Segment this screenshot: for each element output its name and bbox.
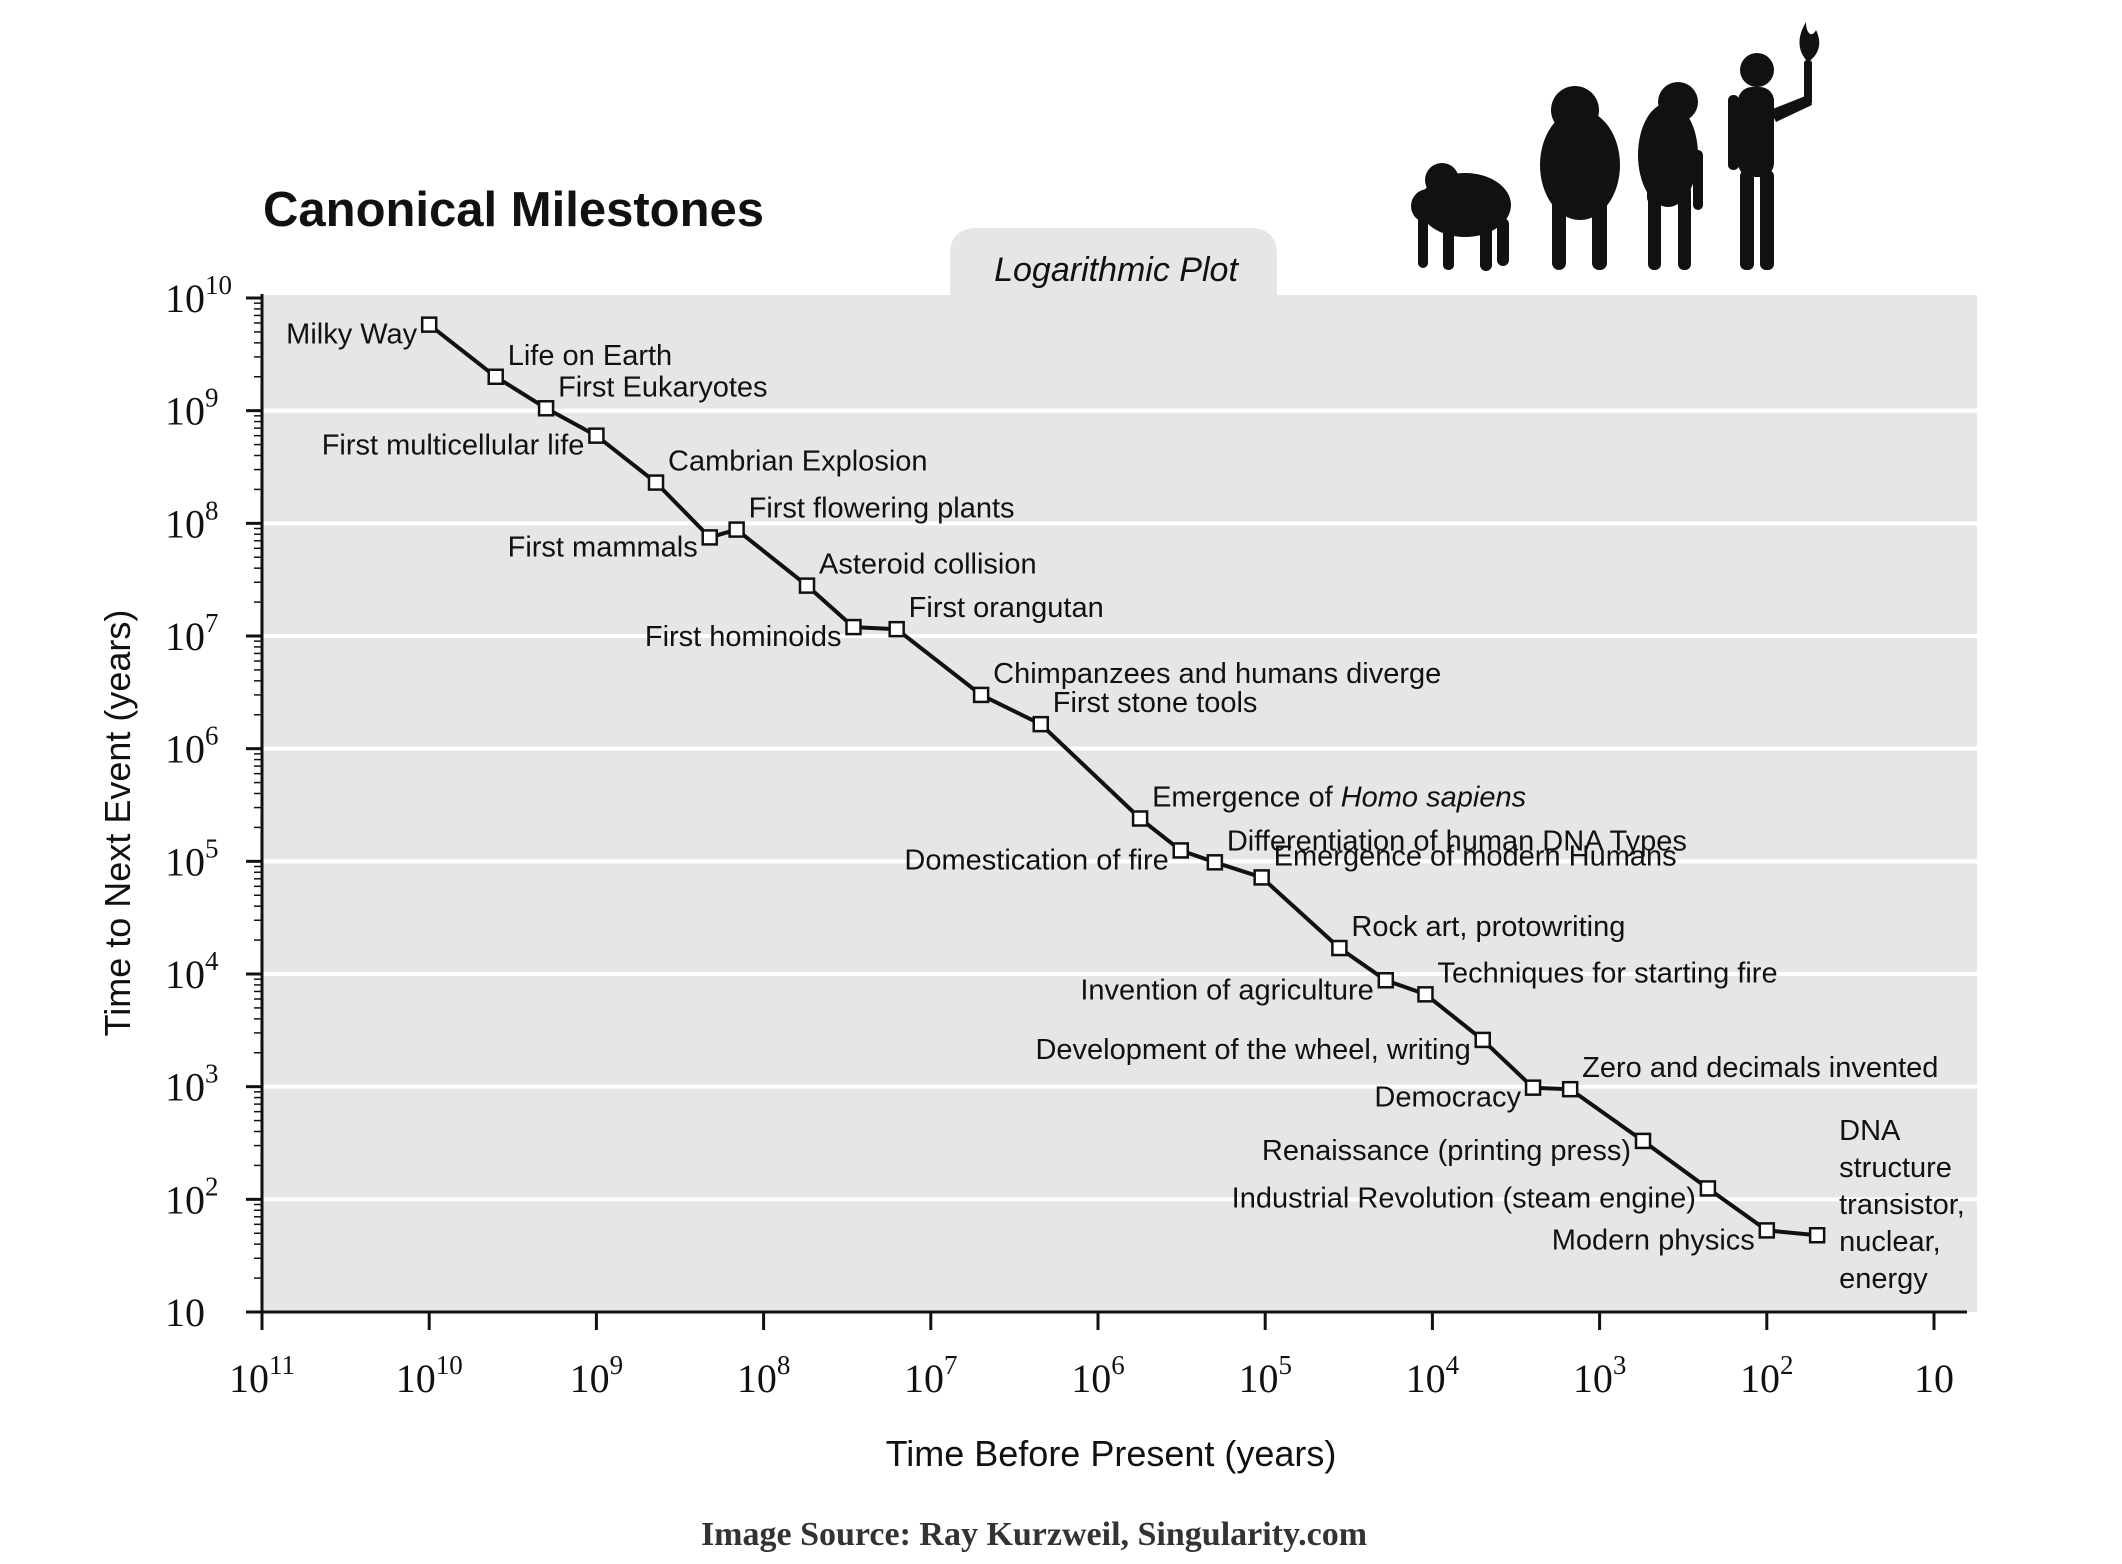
- milestone-label: Renaissance (printing press): [1262, 1135, 1631, 1167]
- milestone-label: Zero and decimals invented: [1582, 1052, 1938, 1084]
- milestone-label: Democracy: [1374, 1082, 1521, 1114]
- milestone-marker: [701, 529, 718, 546]
- milestone-marker: [798, 577, 816, 594]
- milestone-label: Emergence of Homo sapiens: [1152, 781, 1526, 813]
- plot-area: [262, 295, 1977, 1312]
- milestone-label: Chimpanzees and humans diverge: [993, 658, 1441, 690]
- y-tick-label: 104: [165, 946, 219, 997]
- y-tick-label: 109: [165, 383, 219, 434]
- milestone-marker: [1331, 939, 1348, 957]
- early-human-silhouette-icon: [1638, 82, 1703, 270]
- y-tick-label: 102: [165, 1171, 219, 1222]
- milestone-label: Industrial Revolution (steam engine): [1232, 1182, 1696, 1214]
- milestone-label: Development of the wheel, writing: [1035, 1034, 1470, 1066]
- x-tick-label: 109: [570, 1350, 624, 1401]
- milestone-label: DNA structure transistor, nuclear, energy: [1839, 1115, 1965, 1295]
- y-tick-label: 107: [165, 608, 219, 659]
- milestone-marker: [1634, 1132, 1652, 1150]
- ape-silhouette-icon: [1540, 86, 1620, 270]
- milestone-marker: [1524, 1079, 1542, 1096]
- x-tick-label: 105: [1238, 1350, 1292, 1401]
- milestone-marker: [1131, 810, 1149, 827]
- milestone-marker: [728, 521, 745, 538]
- milestone-label: First flowering plants: [749, 493, 1015, 525]
- x-tick-label: 1011: [229, 1350, 295, 1401]
- milestone-label: First orangutan: [909, 592, 1104, 624]
- milestone-label: First Eukaryotes: [558, 371, 768, 403]
- milestone-label: Emergence of modern Humans: [1274, 840, 1677, 872]
- milestone-marker: [1699, 1180, 1717, 1197]
- milestone-marker: [845, 618, 862, 636]
- milestone-marker: [1253, 869, 1270, 886]
- y-tick-label: 105: [165, 833, 219, 884]
- milestone-label: Asteroid collision: [819, 549, 1037, 581]
- subtitle-tab: [950, 228, 1277, 295]
- modern-human-silhouette-icon: [1728, 22, 1820, 270]
- x-axis-title: Time Before Present (years): [886, 1433, 1337, 1474]
- x-tick-label: 104: [1406, 1350, 1460, 1401]
- y-tick-label: 108: [165, 495, 219, 546]
- milestone-label: Milky Way: [286, 319, 418, 351]
- milestone-label: First hominoids: [645, 621, 842, 653]
- milestone-marker: [1377, 972, 1395, 989]
- milestone-marker: [1417, 986, 1434, 1003]
- x-tick-label: 10: [1914, 1356, 1954, 1401]
- milestone-label: Invention of agriculture: [1080, 974, 1373, 1006]
- milestone-marker: [647, 474, 665, 491]
- series-markers: [420, 316, 1826, 1244]
- milestone-label: Life on Earth: [508, 340, 672, 372]
- chart-subtitle: Logarithmic Plot: [994, 251, 1239, 289]
- x-tick-label: 102: [1740, 1350, 1794, 1401]
- image-source: Image Source: Ray Kurzweil, Singularity.…: [701, 1516, 1367, 1553]
- x-tick-label: 1010: [396, 1350, 463, 1401]
- milestone-marker: [487, 368, 504, 386]
- y-axis-title: Time to Next Event (years): [97, 610, 138, 1037]
- milestone-label: First stone tools: [1053, 687, 1258, 719]
- milestone-label: Domestication of fire: [904, 844, 1168, 876]
- milestone-label: First multicellular life: [322, 430, 585, 462]
- milestone-label: Rock art, protowriting: [1351, 911, 1625, 943]
- x-tick-label: 103: [1573, 1350, 1627, 1401]
- x-tick-label: 106: [1071, 1350, 1125, 1401]
- chart-title: Canonical Milestones: [263, 183, 764, 237]
- evolution-silhouette-icon: [1411, 22, 1820, 271]
- milestone-label: First mammals: [508, 531, 698, 563]
- y-tick-label: 103: [165, 1059, 219, 1110]
- milestone-marker: [972, 686, 990, 704]
- milestone-marker: [888, 620, 905, 638]
- y-tick-label: 1010: [165, 270, 232, 321]
- milestone-label: Differentiation of human DNA Types: [1227, 825, 1687, 857]
- y-tick-label: 106: [165, 721, 219, 772]
- milestone-marker: [588, 427, 605, 444]
- milestone-marker: [1172, 842, 1189, 859]
- milestone-marker: [420, 316, 438, 333]
- milestone-marker: [1758, 1222, 1776, 1239]
- torch-flame-icon: [1799, 22, 1820, 62]
- milestone-marker: [1474, 1031, 1491, 1049]
- x-tick-label: 108: [737, 1350, 791, 1401]
- milestone-marker: [1808, 1226, 1826, 1244]
- x-tick-label: 107: [904, 1350, 958, 1401]
- grid-lines: [262, 408, 1977, 1202]
- milestone-marker: [1032, 715, 1049, 733]
- milestone-marker: [1561, 1080, 1579, 1098]
- milestone-label: Modern physics: [1552, 1224, 1755, 1256]
- milestone-label: Cambrian Explosion: [668, 446, 928, 478]
- milestone-marker: [1206, 854, 1224, 871]
- milestone-label: Techniques for starting fire: [1437, 957, 1777, 989]
- milestone-marker: [537, 400, 555, 417]
- y-tick-label: 10: [165, 1290, 205, 1335]
- chimp-silhouette-icon: [1411, 163, 1511, 271]
